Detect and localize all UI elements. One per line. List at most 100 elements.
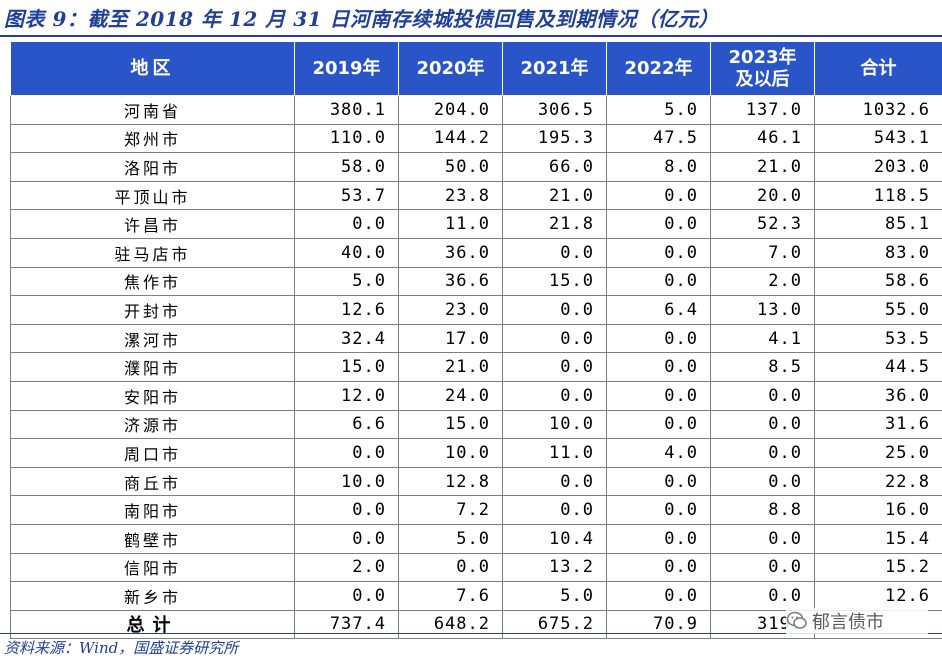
table-row: 驻马店市 40.0 36.0 0.0 0.0 7.0 83.0: [10, 237, 942, 268]
value-cell: 543.1: [814, 123, 942, 154]
value-cell: 0.0: [710, 409, 815, 440]
value-cell: 10.0: [398, 438, 503, 468]
watermark-text: 郁言债市: [812, 612, 884, 633]
value-cell: 12.6: [814, 581, 942, 611]
header-region: 地区: [10, 41, 295, 96]
table-row: 安阳市 12.0 24.0 0.0 0.0 0.0 36.0: [10, 380, 942, 411]
value-cell: 0.0: [606, 237, 711, 268]
value-cell: 0.0: [294, 523, 399, 554]
value-cell: 13.0: [710, 295, 815, 325]
value-cell: 195.3: [502, 123, 607, 154]
table-row: 开封市 12.6 23.0 0.0 6.4 13.0 55.0: [10, 295, 942, 325]
value-cell: 7.6: [398, 581, 503, 611]
region-cell: 郑州市: [10, 123, 295, 154]
value-cell: 675.2: [502, 609, 607, 640]
value-cell: 0.0: [606, 380, 711, 411]
value-cell: 85.1: [814, 209, 942, 239]
value-cell: 12.6: [294, 295, 399, 325]
value-cell: 0.0: [710, 523, 815, 554]
region-cell: 南阳市: [10, 495, 295, 525]
value-cell: 10.0: [502, 409, 607, 440]
value-cell: 23.8: [398, 180, 503, 211]
value-cell: 2.0: [710, 266, 815, 297]
value-cell: 5.0: [294, 266, 399, 297]
value-cell: 0.0: [606, 323, 711, 354]
table-row: 平顶山市 53.7 23.8 21.0 0.0 20.0 118.5: [10, 180, 942, 211]
region-cell: 济源市: [10, 409, 295, 440]
value-cell: 0.0: [502, 466, 607, 497]
value-cell: 52.3: [710, 209, 815, 239]
region-cell: 许昌市: [10, 209, 295, 239]
value-cell: 0.0: [502, 237, 607, 268]
value-cell: 0.0: [294, 581, 399, 611]
region-cell: 新乡市: [10, 581, 295, 611]
value-cell: 17.0: [398, 323, 503, 354]
value-cell: 0.0: [398, 552, 503, 583]
value-cell: 4.1: [710, 323, 815, 354]
region-cell: 信阳市: [10, 552, 295, 583]
value-cell: 36.6: [398, 266, 503, 297]
value-cell: 118.5: [814, 180, 942, 211]
table-row: 周口市 0.0 10.0 11.0 4.0 0.0 25.0: [10, 438, 942, 468]
value-cell: 0.0: [606, 552, 711, 583]
region-cell: 商丘市: [10, 466, 295, 497]
value-cell: 40.0: [294, 237, 399, 268]
debt-maturity-table: 地区 2019年 2020年 2021年 2022年 2023年 及以后 合计 河南省 380.…: [10, 41, 942, 640]
value-cell: 0.0: [606, 495, 711, 525]
value-cell: 11.0: [502, 438, 607, 468]
value-cell: 23.0: [398, 295, 503, 325]
value-cell: 648.2: [398, 609, 503, 640]
value-cell: 204.0: [398, 95, 503, 125]
region-cell: 河南省: [10, 95, 295, 125]
value-cell: 15.0: [502, 266, 607, 297]
footer-divider: [0, 633, 942, 634]
value-cell: 0.0: [502, 295, 607, 325]
wechat-icon: [786, 611, 807, 629]
value-cell: 21.8: [502, 209, 607, 239]
header-row: 地区 2019年 2020年 2021年 2022年 2023年 及以后 合计: [10, 41, 942, 96]
value-cell: 10.0: [294, 466, 399, 497]
value-cell: 7.0: [710, 237, 815, 268]
table-row: 鹤壁市 0.0 5.0 10.4 0.0 0.0 15.4: [10, 523, 942, 554]
value-cell: 0.0: [294, 438, 399, 468]
table-row: 洛阳市 58.0 50.0 66.0 8.0 21.0 203.0: [10, 152, 942, 182]
table-body: 河南省 380.1 204.0 306.5 5.0 137.0 1032.6 郑州市 110.0…: [10, 95, 942, 640]
table-row: 漯河市 32.4 17.0 0.0 0.0 4.1 53.5: [10, 323, 942, 354]
value-cell: 15.2: [814, 552, 942, 583]
value-cell: 83.0: [814, 237, 942, 268]
value-cell: 0.0: [606, 266, 711, 297]
value-cell: 0.0: [710, 380, 815, 411]
value-cell: 50.0: [398, 152, 503, 182]
value-cell: 53.5: [814, 323, 942, 354]
value-cell: 110.0: [294, 123, 399, 154]
value-cell: 70.9: [606, 609, 711, 640]
value-cell: 737.4: [294, 609, 399, 640]
value-cell: 12.0: [294, 380, 399, 411]
value-cell: 0.0: [606, 180, 711, 211]
value-cell: 0.0: [294, 495, 399, 525]
value-cell: 0.0: [606, 352, 711, 382]
table-row: 濮阳市 15.0 21.0 0.0 0.0 8.5 44.5: [10, 352, 942, 382]
region-cell: 漯河市: [10, 323, 295, 354]
value-cell: 0.0: [502, 380, 607, 411]
value-cell: 2.0: [294, 552, 399, 583]
header-col-5: 2023年 及以后: [710, 41, 815, 96]
value-cell: 55.0: [814, 295, 942, 325]
value-cell: 0.0: [710, 466, 815, 497]
table-row: 信阳市 2.0 0.0 13.2 0.0 0.0 15.2: [10, 552, 942, 583]
value-cell: 8.0: [606, 152, 711, 182]
value-cell: 8.5: [710, 352, 815, 382]
value-cell: 0.0: [606, 523, 711, 554]
value-cell: 7.2: [398, 495, 503, 525]
value-cell: 6.4: [606, 295, 711, 325]
region-cell: 焦作市: [10, 266, 295, 297]
value-cell: 137.0: [710, 95, 815, 125]
value-cell: 46.1: [710, 123, 815, 154]
value-cell: 16.0: [814, 495, 942, 525]
header-col-1: 2019年: [294, 41, 399, 96]
value-cell: 306.5: [502, 95, 607, 125]
header-col-4: 2022年: [606, 41, 711, 96]
value-cell: 32.4: [294, 323, 399, 354]
page-title: 图表 9：截至 2018 年 12 月 31 日河南存续城投债回售及到期情况（亿…: [4, 7, 719, 31]
region-cell: 周口市: [10, 438, 295, 468]
